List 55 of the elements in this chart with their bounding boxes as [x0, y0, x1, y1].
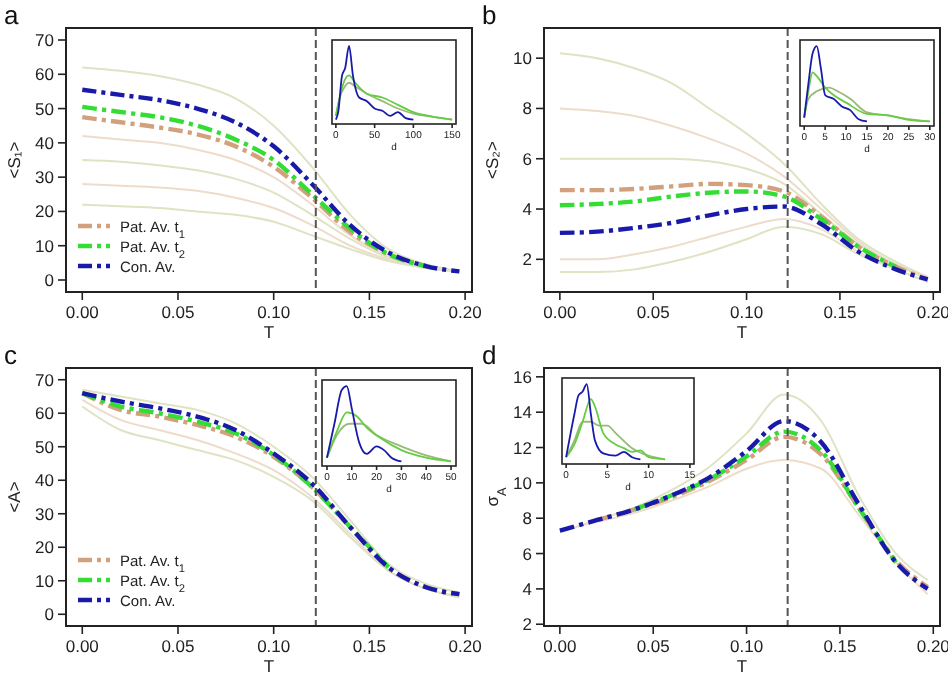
x-tick-label: 0.05: [636, 636, 671, 656]
y-tick-label: 16: [513, 366, 533, 387]
y-tick-label: 30: [35, 503, 55, 524]
x-tick-label: 0.00: [543, 302, 577, 322]
y-tick-label: 70: [35, 30, 55, 50]
y-tick-label: 10: [35, 235, 55, 256]
y-tick-label: 30: [35, 167, 55, 188]
x-axis-title: T: [263, 322, 275, 342]
x-tick-label: 0.05: [636, 302, 671, 322]
y-tick-label: 70: [35, 369, 55, 390]
y-tick-label: 4: [522, 578, 533, 599]
y-tick-label: 4: [522, 199, 533, 220]
y-tick-label: 0: [44, 270, 55, 290]
x-tick-label: 0.00: [65, 636, 100, 656]
y-tick-label: 60: [35, 64, 55, 85]
x-axis-title: T: [736, 322, 748, 342]
y-tick-label: 2: [522, 249, 533, 270]
x-tick-label: 0.10: [257, 302, 291, 322]
y-tick-label: 20: [35, 201, 55, 222]
x-tick-label: 0.10: [730, 636, 764, 656]
x-tick-label: 0.15: [352, 302, 387, 322]
y-axis-title: <S₂>: [482, 141, 502, 179]
y-axis-title: <A>: [4, 481, 24, 513]
x-tick-label: 0.20: [448, 302, 483, 322]
y-tick-label: 10: [35, 570, 55, 591]
y-tick-label: 8: [522, 508, 533, 529]
y-tick-label: 10: [513, 48, 533, 69]
x-tick-label: 0.10: [730, 302, 764, 322]
y-tick-label: 8: [522, 98, 533, 119]
x-tick-label: 0.15: [352, 636, 387, 656]
chart-title: d: [482, 340, 497, 370]
x-tick-label: 0.10: [257, 636, 291, 656]
chart-title: a: [4, 0, 20, 30]
chart-title: c: [4, 340, 18, 370]
y-axis-title: <S₁>: [4, 141, 24, 179]
x-tick-label: 0.00: [65, 302, 100, 322]
y-tick-label: 2: [522, 614, 533, 635]
y-tick-label: 14: [513, 402, 533, 423]
x-axis-title: T: [736, 656, 748, 676]
chart-title: b: [482, 0, 497, 30]
y-tick-label: 0: [44, 604, 55, 625]
y-tick-label: 6: [522, 148, 533, 169]
x-tick-label: 0.05: [161, 302, 196, 322]
x-axis-title: T: [263, 656, 275, 676]
y-tick-label: 20: [35, 537, 55, 558]
x-tick-label: 0.00: [543, 636, 577, 656]
y-tick-label: 12: [513, 437, 533, 458]
y-tick-label: 60: [35, 403, 55, 424]
x-tick-label: 0.15: [823, 302, 858, 322]
y-tick-label: 50: [35, 98, 55, 119]
y-tick-label: 6: [522, 543, 533, 564]
x-tick-label: 0.15: [823, 636, 858, 656]
x-tick-label: 0.20: [448, 636, 483, 656]
y-tick-label: 50: [35, 436, 55, 457]
x-tick-label: 0.05: [161, 636, 196, 656]
